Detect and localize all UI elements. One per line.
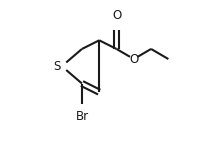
Text: O: O (129, 53, 138, 66)
Text: O: O (112, 9, 121, 22)
Text: S: S (53, 60, 60, 73)
Text: Br: Br (75, 110, 89, 123)
